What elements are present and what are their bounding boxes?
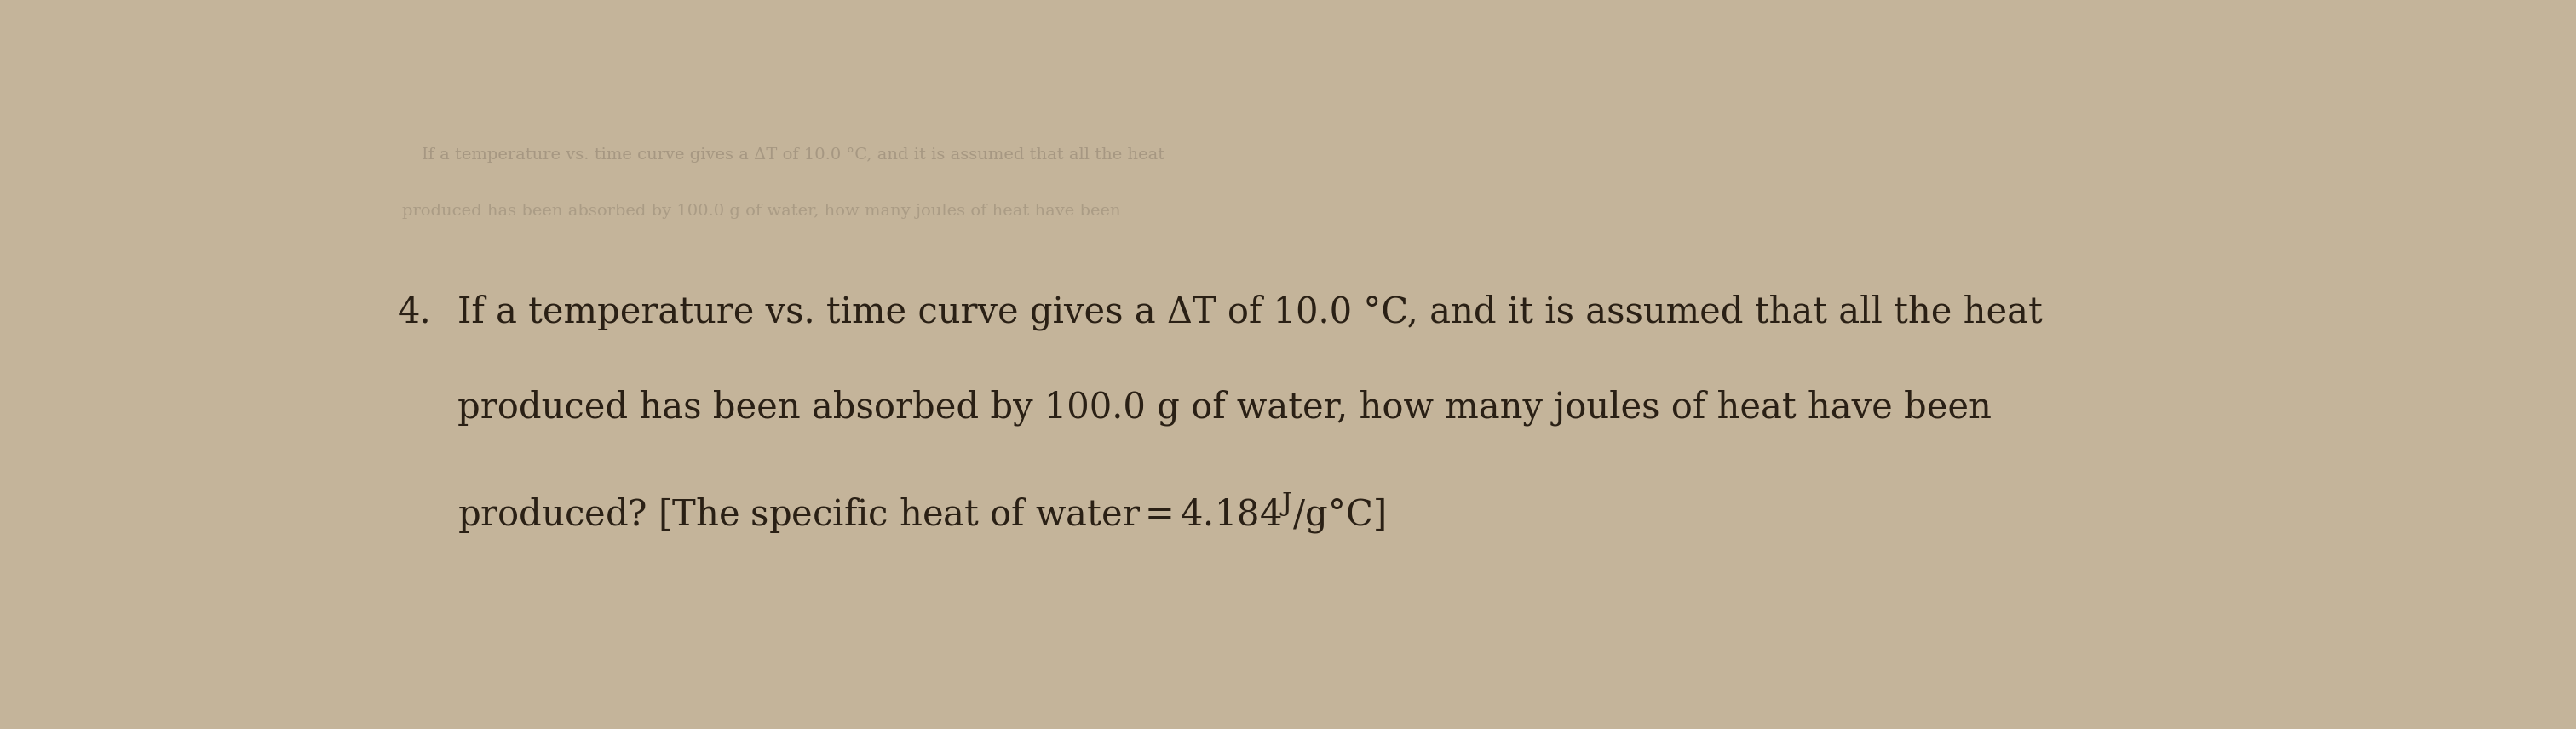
Text: produced? [The specific heat of water$\,$=$\,$4.184$^{\mathregular{J}}$/g$\mathr: produced? [The specific heat of water$\,… [459, 492, 1386, 536]
Text: If a temperature vs. time curve gives a ΔT of 10.0 °C, and it is assumed that al: If a temperature vs. time curve gives a … [422, 147, 1164, 163]
Text: 4.: 4. [397, 294, 433, 330]
Text: produced has been absorbed by 100.0 g of water, how many joules of heat have bee: produced has been absorbed by 100.0 g of… [402, 203, 1121, 219]
Text: produced has been absorbed by 100.0 g of water, how many joules of heat have bee: produced has been absorbed by 100.0 g of… [459, 389, 1991, 426]
Text: If a temperature vs. time curve gives a ΔT of 10.0 °C, and it is assumed that al: If a temperature vs. time curve gives a … [459, 294, 2043, 330]
